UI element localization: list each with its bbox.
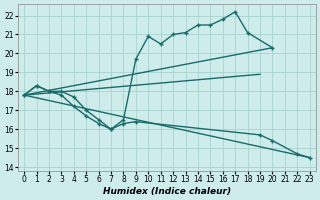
X-axis label: Humidex (Indice chaleur): Humidex (Indice chaleur)	[103, 187, 231, 196]
